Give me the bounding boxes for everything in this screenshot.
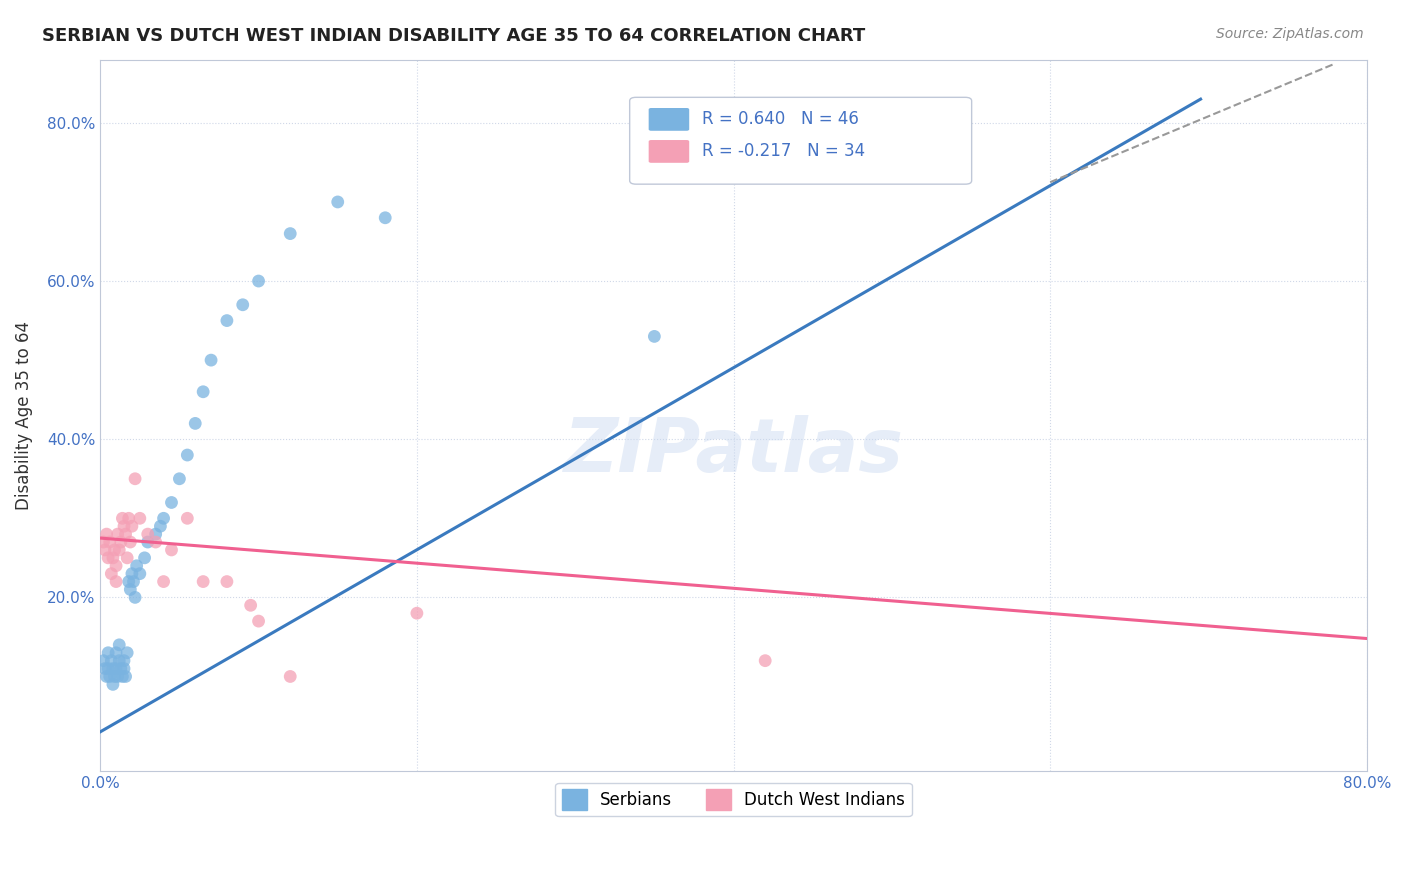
Point: [191, 574, 214, 589]
Text: SERBIAN VS DUTCH WEST INDIAN DISABILITY AGE 35 TO 64 CORRELATION CHART: SERBIAN VS DUTCH WEST INDIAN DISABILITY …: [42, 27, 866, 45]
Point: [247, 614, 270, 628]
Point: [101, 662, 124, 676]
Point: [112, 662, 135, 676]
Point: [115, 550, 138, 565]
Point: [103, 669, 125, 683]
Point: [105, 662, 128, 676]
Point: [124, 472, 146, 486]
Point: [643, 329, 665, 343]
Point: [118, 574, 141, 589]
Point: [110, 662, 132, 676]
Point: [145, 527, 167, 541]
Point: [93, 535, 115, 549]
Point: [754, 654, 776, 668]
Point: [136, 527, 159, 541]
Legend: Serbians, Dutch West Indians: Serbians, Dutch West Indians: [555, 783, 911, 816]
FancyBboxPatch shape: [648, 108, 689, 131]
Point: [97, 662, 120, 676]
Point: [97, 646, 120, 660]
Point: [114, 669, 136, 683]
Point: [108, 654, 131, 668]
Point: [374, 211, 396, 225]
Point: [215, 313, 238, 327]
Point: [169, 472, 191, 486]
Point: [114, 527, 136, 541]
Point: [122, 574, 145, 589]
Point: [149, 519, 172, 533]
Point: [120, 535, 142, 549]
Point: [100, 566, 122, 581]
Text: R = 0.640   N = 46: R = 0.640 N = 46: [702, 110, 859, 128]
Point: [134, 550, 156, 565]
Point: [152, 511, 174, 525]
Point: [118, 511, 141, 525]
Point: [96, 669, 118, 683]
Point: [112, 654, 135, 668]
Point: [98, 535, 121, 549]
Point: [100, 654, 122, 668]
Point: [120, 582, 142, 597]
Point: [94, 662, 117, 676]
Point: [125, 558, 148, 573]
Point: [278, 669, 301, 683]
Point: [101, 677, 124, 691]
Point: [105, 558, 128, 573]
Point: [108, 638, 131, 652]
Point: [145, 535, 167, 549]
Point: [124, 591, 146, 605]
Point: [160, 543, 183, 558]
Point: [93, 654, 115, 668]
Point: [176, 511, 198, 525]
Y-axis label: Disability Age 35 to 64: Disability Age 35 to 64: [15, 321, 32, 510]
Point: [115, 646, 138, 660]
FancyBboxPatch shape: [648, 140, 689, 163]
Point: [152, 574, 174, 589]
Point: [107, 669, 129, 683]
Point: [191, 384, 214, 399]
Text: Source: ZipAtlas.com: Source: ZipAtlas.com: [1216, 27, 1364, 41]
Point: [326, 194, 349, 209]
Point: [105, 574, 128, 589]
Point: [184, 417, 207, 431]
Point: [105, 646, 128, 660]
Point: [111, 669, 134, 683]
Point: [121, 519, 143, 533]
Point: [111, 511, 134, 525]
Point: [110, 535, 132, 549]
Text: R = -0.217   N = 34: R = -0.217 N = 34: [702, 142, 865, 160]
FancyBboxPatch shape: [630, 97, 972, 184]
Point: [215, 574, 238, 589]
Point: [96, 527, 118, 541]
Point: [247, 274, 270, 288]
Point: [112, 519, 135, 533]
Point: [239, 599, 262, 613]
Point: [128, 566, 150, 581]
Point: [101, 550, 124, 565]
Point: [176, 448, 198, 462]
Point: [94, 543, 117, 558]
Point: [232, 298, 254, 312]
Point: [278, 227, 301, 241]
Point: [136, 535, 159, 549]
Text: ZIPatlas: ZIPatlas: [564, 415, 904, 488]
Point: [107, 527, 129, 541]
Point: [103, 543, 125, 558]
Point: [121, 566, 143, 581]
Point: [108, 543, 131, 558]
Point: [406, 606, 429, 620]
Point: [98, 669, 121, 683]
Point: [200, 353, 222, 368]
Point: [160, 495, 183, 509]
Point: [128, 511, 150, 525]
Point: [97, 550, 120, 565]
